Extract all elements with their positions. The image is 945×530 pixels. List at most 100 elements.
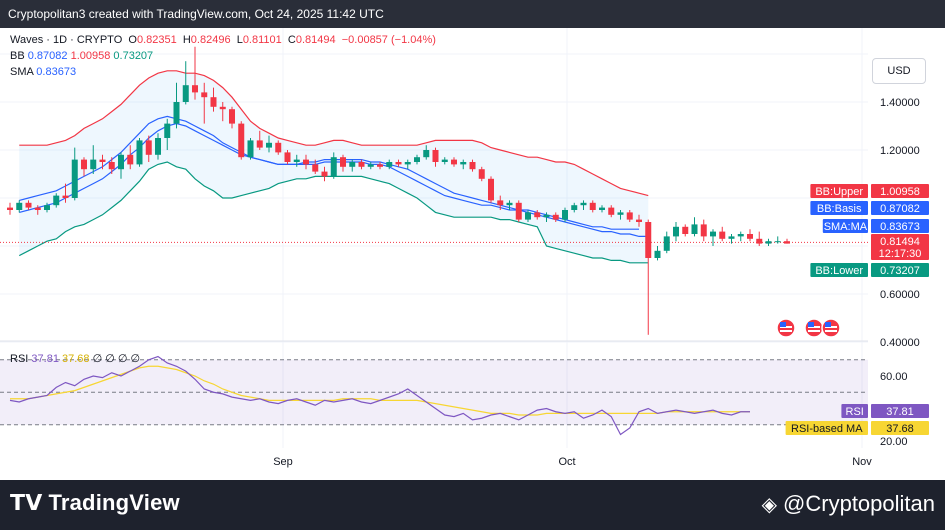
candle (266, 135, 272, 153)
bb-lower-badge-label: BB:Lower (815, 265, 863, 277)
sma-badge: SMA:MA 0.83673 (822, 219, 929, 233)
rsi-ma-value: 37.68 (62, 353, 90, 365)
candle-body (506, 202, 513, 206)
candle (469, 159, 476, 172)
candle-body (330, 157, 337, 177)
chart-area[interactable]: Sep Oct Nov 1.40000 1.20000 0.60000 0.40000 60… (0, 28, 945, 480)
bb-lower-badge: BB:Lower 0.73207 (810, 263, 929, 277)
candle-body (349, 162, 356, 167)
candle (774, 236, 781, 244)
candle (515, 200, 522, 222)
bb-basis-badge-label: BB:Basis (817, 203, 862, 215)
ohlc-legend: Waves · 1D · CRYPTO O0.82351 H0.82496 L0… (10, 34, 436, 46)
candle-body (192, 85, 198, 93)
footer: 𝗧𝗩 TradingView ◈ @Cryptopolitan (0, 480, 945, 530)
candle (395, 159, 402, 167)
candle (562, 207, 568, 222)
candle (617, 210, 624, 220)
candle (414, 154, 420, 165)
tradingview-logo[interactable]: 𝗧𝗩 TradingView (10, 490, 180, 516)
sma-badge-label-bg (822, 219, 868, 233)
bb-upper-badge-label-bg (810, 184, 868, 198)
candle (719, 226, 726, 242)
candle (90, 145, 97, 174)
candle-body (663, 236, 670, 251)
diamond-icon: ◈ (761, 494, 778, 516)
candle (626, 210, 633, 222)
candle-body (210, 97, 217, 107)
candle-body (108, 162, 115, 170)
bb-legend[interactable]: BB 0.87082 1.00958 0.73207 (10, 50, 153, 62)
tradingview-brand: TradingView (48, 490, 180, 515)
candle (497, 195, 504, 210)
candle (201, 82, 208, 124)
us-flag-icon (804, 318, 824, 338)
bb-basis-badge-value: 0.87082 (880, 203, 920, 215)
rsi-ma-badge-label: RSI-based MA (791, 423, 863, 435)
candle-body (414, 157, 420, 162)
cryptopolitan-logo: ◈ @Cryptopolitan (762, 491, 935, 517)
candle (460, 159, 467, 170)
candle (543, 212, 550, 222)
candle-body (645, 222, 652, 258)
candle-body (589, 202, 596, 210)
candle (284, 150, 291, 165)
candle-body (25, 202, 32, 208)
candle (155, 133, 161, 160)
candle (377, 162, 383, 170)
candle-body (497, 200, 504, 206)
rsi-ma-badge-value-bg (871, 421, 929, 435)
candle-body (673, 226, 679, 237)
candle-body (136, 140, 143, 165)
change-value: −0.00857 (−1.04%) (341, 34, 436, 46)
candle-body (432, 150, 439, 162)
candle-body (145, 140, 152, 155)
last-price-badge-countdown: 12:17:30 (879, 248, 922, 260)
candle (210, 87, 217, 112)
event-flags[interactable] (776, 318, 841, 338)
candle (645, 219, 652, 335)
candle-body (238, 123, 245, 158)
bb-upper-badge: BB:Upper 1.00958 (810, 184, 929, 198)
currency-button[interactable]: USD (872, 58, 926, 84)
close-value: 0.81494 (295, 34, 336, 46)
time-tick-label: Nov (852, 456, 872, 468)
candle (571, 202, 578, 213)
bb-basis-line (19, 115, 639, 230)
candle-body (34, 207, 41, 210)
rsi-tick-label: 20.00 (880, 436, 908, 448)
candle (580, 200, 587, 210)
candle-body (275, 142, 282, 153)
candle (691, 217, 698, 237)
candle-body (256, 140, 263, 148)
candle (608, 205, 615, 218)
rsi-legend[interactable]: RSI 37.81 37.68 ∅ ∅ ∅ ∅ (10, 352, 140, 365)
bb-lower-badge-value: 0.73207 (880, 265, 920, 277)
sma-legend[interactable]: SMA 0.83673 (10, 66, 76, 78)
candle-body (53, 195, 60, 206)
candle-body (321, 171, 328, 177)
candle (737, 231, 744, 242)
high-value: 0.82496 (190, 34, 231, 46)
rsi-badge-label-bg (841, 404, 868, 418)
candle-body (182, 85, 189, 102)
candle-body (525, 212, 531, 220)
price-chart-svg[interactable]: Sep Oct Nov 1.40000 1.20000 0.60000 0.40000 60… (0, 28, 945, 480)
bb-upper-badge-value-bg (871, 184, 929, 198)
bb-label: BB (10, 50, 25, 62)
candle (349, 159, 356, 172)
chart-header-bar: Cryptopolitan3 created with TradingView.… (0, 0, 945, 28)
price-tick-label: 1.20000 (880, 145, 920, 157)
candle-body (229, 109, 235, 124)
candle-body (747, 234, 753, 239)
rsi-badge-value: 37.81 (886, 406, 914, 418)
bb-upper-value: 1.00958 (70, 50, 111, 62)
candle (340, 154, 346, 172)
candle-body (90, 159, 97, 170)
candle (145, 135, 152, 162)
candle (321, 166, 328, 182)
price-tick-label: 1.40000 (880, 97, 920, 109)
symbol-label[interactable]: Waves · 1D · CRYPTO (10, 34, 123, 46)
price-pane-bg (0, 28, 868, 341)
